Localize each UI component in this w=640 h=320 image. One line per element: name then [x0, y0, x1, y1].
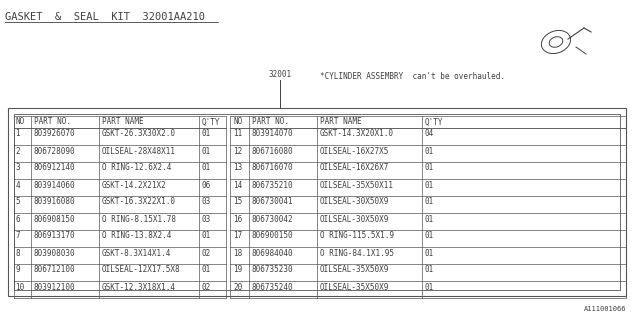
Text: 803916080: 803916080: [33, 197, 75, 206]
Text: O RING-13.8X2.4: O RING-13.8X2.4: [102, 231, 171, 241]
Text: 806984040: 806984040: [252, 249, 293, 258]
Text: 01: 01: [424, 147, 434, 156]
Text: 803926070: 803926070: [33, 130, 75, 139]
Text: OILSEAL-28X48X11: OILSEAL-28X48X11: [102, 147, 175, 156]
Text: O RING-8.15X1.78: O RING-8.15X1.78: [102, 214, 175, 223]
Text: 02: 02: [202, 249, 211, 258]
Text: 806728090: 806728090: [33, 147, 75, 156]
Text: Q'TY: Q'TY: [202, 117, 220, 126]
Text: 06: 06: [202, 180, 211, 189]
Text: 806735210: 806735210: [252, 180, 293, 189]
Text: 5: 5: [15, 197, 20, 206]
Text: PART NO.: PART NO.: [33, 117, 70, 126]
Text: O RING-115.5X1.9: O RING-115.5X1.9: [319, 231, 394, 241]
Text: 04: 04: [424, 130, 434, 139]
Text: 17: 17: [234, 231, 243, 241]
Text: A111001066: A111001066: [584, 306, 626, 312]
Text: 806913170: 806913170: [33, 231, 75, 241]
Text: 806735240: 806735240: [252, 283, 293, 292]
Text: GASKET  &  SEAL  KIT  32001AA210: GASKET & SEAL KIT 32001AA210: [5, 12, 205, 22]
Text: GSKT-14.3X20X1.0: GSKT-14.3X20X1.0: [319, 130, 394, 139]
Text: 11: 11: [234, 130, 243, 139]
Text: *CYLINDER ASSEMBRY  can't be overhauled.: *CYLINDER ASSEMBRY can't be overhauled.: [320, 72, 505, 81]
Text: 01: 01: [424, 214, 434, 223]
Text: 10: 10: [15, 283, 25, 292]
Text: 806716070: 806716070: [252, 164, 293, 172]
Text: 803912100: 803912100: [33, 283, 75, 292]
Text: 01: 01: [424, 231, 434, 241]
Text: 803914070: 803914070: [252, 130, 293, 139]
Text: 4: 4: [15, 180, 20, 189]
Text: 13: 13: [234, 164, 243, 172]
Text: GSKT-8.3X14X1.4: GSKT-8.3X14X1.4: [102, 249, 171, 258]
Text: 18: 18: [234, 249, 243, 258]
Text: OILSEAL-16X27X5: OILSEAL-16X27X5: [319, 147, 389, 156]
Text: 3: 3: [15, 164, 20, 172]
Text: NO: NO: [15, 117, 25, 126]
Text: 6: 6: [15, 214, 20, 223]
Text: 806908150: 806908150: [33, 214, 75, 223]
Text: GSKT-14.2X21X2: GSKT-14.2X21X2: [102, 180, 166, 189]
Text: 806730041: 806730041: [252, 197, 293, 206]
Text: 01: 01: [202, 231, 211, 241]
Text: 01: 01: [424, 180, 434, 189]
Text: 8: 8: [15, 249, 20, 258]
Text: GSKT-12.3X18X1.4: GSKT-12.3X18X1.4: [102, 283, 175, 292]
Text: OILSEAL-30X50X9: OILSEAL-30X50X9: [319, 214, 389, 223]
Text: 16: 16: [234, 214, 243, 223]
Text: OILSEAL-35X50X9: OILSEAL-35X50X9: [319, 283, 389, 292]
Text: 19: 19: [234, 266, 243, 275]
Text: OILSEAL-12X17.5X8: OILSEAL-12X17.5X8: [102, 266, 180, 275]
Bar: [14, 114, 620, 290]
Text: GSKT-26.3X30X2.0: GSKT-26.3X30X2.0: [102, 130, 175, 139]
Text: OILSEAL-30X50X9: OILSEAL-30X50X9: [319, 197, 389, 206]
Text: 01: 01: [424, 266, 434, 275]
Text: PART NAME: PART NAME: [319, 117, 361, 126]
Text: 03: 03: [202, 197, 211, 206]
Text: 7: 7: [15, 231, 20, 241]
Text: 20: 20: [234, 283, 243, 292]
Text: 12: 12: [234, 147, 243, 156]
Text: 14: 14: [234, 180, 243, 189]
Text: 01: 01: [424, 249, 434, 258]
Text: 806912140: 806912140: [33, 164, 75, 172]
Text: O RING-12.6X2.4: O RING-12.6X2.4: [102, 164, 171, 172]
Text: 01: 01: [202, 164, 211, 172]
Text: Q'TY: Q'TY: [424, 117, 443, 126]
Text: 803914060: 803914060: [33, 180, 75, 189]
Text: OILSEAL-35X50X9: OILSEAL-35X50X9: [319, 266, 389, 275]
Text: O RING-84.1X1.95: O RING-84.1X1.95: [319, 249, 394, 258]
Text: 806716080: 806716080: [252, 147, 293, 156]
Text: 01: 01: [202, 266, 211, 275]
Text: 01: 01: [424, 283, 434, 292]
Text: 03: 03: [202, 214, 211, 223]
Text: 01: 01: [202, 147, 211, 156]
Text: OILSEAL-35X50X11: OILSEAL-35X50X11: [319, 180, 394, 189]
Text: PART NO.: PART NO.: [252, 117, 289, 126]
Text: 01: 01: [424, 197, 434, 206]
Text: OILSEAL-16X26X7: OILSEAL-16X26X7: [319, 164, 389, 172]
Text: 01: 01: [202, 130, 211, 139]
Text: 803908030: 803908030: [33, 249, 75, 258]
Text: 01: 01: [424, 164, 434, 172]
Text: 15: 15: [234, 197, 243, 206]
Text: 806735230: 806735230: [252, 266, 293, 275]
Text: GSKT-16.3X22X1.0: GSKT-16.3X22X1.0: [102, 197, 175, 206]
Bar: [8, 108, 626, 296]
Text: 1: 1: [15, 130, 20, 139]
Text: 32001: 32001: [268, 70, 292, 79]
Text: 2: 2: [15, 147, 20, 156]
Text: 806900150: 806900150: [252, 231, 293, 241]
Text: 806730042: 806730042: [252, 214, 293, 223]
Text: NO: NO: [234, 117, 243, 126]
Text: PART NAME: PART NAME: [102, 117, 143, 126]
Text: 9: 9: [15, 266, 20, 275]
Text: 806712100: 806712100: [33, 266, 75, 275]
Text: 02: 02: [202, 283, 211, 292]
